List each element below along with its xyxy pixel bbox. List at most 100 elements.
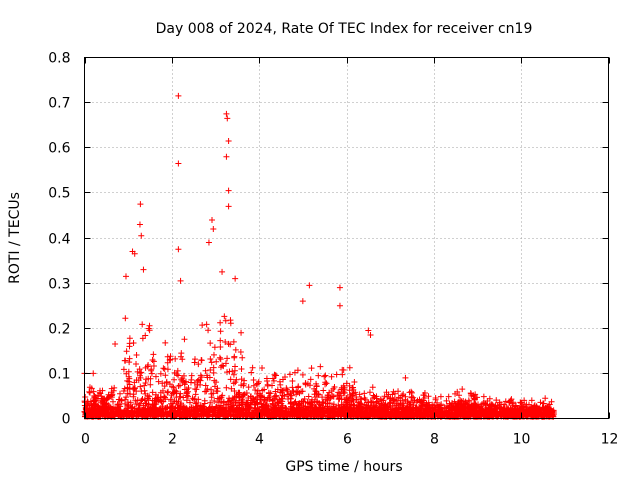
data-point	[126, 335, 133, 342]
data-point	[241, 377, 248, 384]
data-point	[308, 365, 315, 372]
data-point	[232, 275, 239, 282]
data-point	[222, 317, 229, 324]
data-point	[148, 367, 155, 374]
data-point	[434, 399, 441, 406]
data-point	[164, 389, 171, 396]
data-point	[539, 404, 546, 411]
data-point	[130, 385, 137, 392]
data-point	[300, 398, 307, 405]
data-point	[82, 405, 89, 412]
data-point	[517, 399, 524, 406]
data-point	[126, 359, 133, 366]
y-tick-label: 0.7	[48, 96, 70, 112]
data-point	[130, 391, 137, 398]
data-point	[330, 401, 337, 408]
data-point	[210, 369, 217, 376]
data-point	[136, 221, 143, 228]
data-point	[460, 405, 467, 412]
data-point	[98, 393, 105, 400]
data-point	[223, 153, 230, 160]
data-point	[328, 388, 335, 395]
data-point	[232, 363, 239, 370]
data-point	[402, 374, 409, 381]
data-point	[459, 386, 466, 393]
data-point	[109, 391, 116, 398]
data-point	[319, 394, 326, 401]
data-point	[232, 407, 239, 414]
data-point	[173, 411, 180, 418]
data-point	[172, 355, 179, 362]
data-point	[517, 400, 524, 407]
data-point	[445, 393, 452, 400]
data-point	[136, 372, 143, 379]
data-point	[302, 380, 309, 387]
data-point	[271, 393, 278, 400]
data-point	[175, 383, 182, 390]
data-point	[375, 398, 382, 405]
data-point	[128, 405, 135, 412]
data-point	[398, 404, 405, 411]
data-point	[229, 395, 236, 402]
data-point	[333, 371, 340, 378]
data-point	[531, 404, 538, 411]
data-point	[384, 393, 391, 400]
data-point	[234, 404, 241, 411]
data-point	[494, 412, 501, 419]
data-point	[120, 411, 127, 418]
data-point	[136, 366, 143, 373]
data-point	[123, 370, 130, 377]
data-point	[346, 406, 353, 413]
data-point	[331, 384, 338, 391]
data-point	[423, 405, 430, 412]
data-point	[149, 356, 156, 363]
data-point	[150, 351, 157, 358]
data-point	[222, 338, 229, 345]
data-point	[138, 369, 145, 376]
data-point	[252, 387, 259, 394]
data-point	[180, 405, 187, 412]
data-point	[380, 405, 387, 412]
data-point	[349, 384, 356, 391]
data-point	[402, 409, 409, 416]
data-point	[250, 376, 257, 383]
data-point	[90, 370, 97, 377]
data-point	[540, 400, 547, 407]
data-point	[337, 392, 344, 399]
data-point	[439, 410, 446, 417]
data-point	[160, 365, 167, 372]
data-point	[223, 384, 230, 391]
data-point	[263, 408, 270, 415]
data-point	[158, 398, 165, 405]
data-point	[376, 409, 383, 416]
data-point	[230, 380, 237, 387]
data-point	[140, 266, 147, 273]
data-point	[542, 406, 549, 413]
data-point	[192, 391, 199, 398]
data-point	[175, 160, 182, 167]
data-point	[259, 365, 266, 372]
data-point	[550, 410, 557, 417]
data-point	[142, 332, 149, 339]
data-point	[274, 399, 281, 406]
data-point	[227, 317, 234, 324]
data-point	[530, 404, 537, 411]
data-point	[110, 398, 117, 405]
data-point	[308, 399, 315, 406]
data-point	[323, 380, 330, 387]
data-point	[139, 395, 146, 402]
data-point	[387, 399, 394, 406]
data-point	[217, 337, 224, 344]
data-point	[455, 399, 462, 406]
data-point	[118, 409, 125, 416]
data-point	[95, 392, 102, 399]
data-point	[167, 353, 174, 360]
data-point	[432, 396, 439, 403]
data-point	[103, 400, 110, 407]
y-tick-label: 0.8	[48, 51, 70, 67]
data-point	[209, 216, 216, 223]
data-point	[122, 396, 129, 403]
data-point	[317, 412, 324, 419]
data-point	[204, 412, 211, 419]
x-tick-label: 0	[81, 432, 90, 448]
